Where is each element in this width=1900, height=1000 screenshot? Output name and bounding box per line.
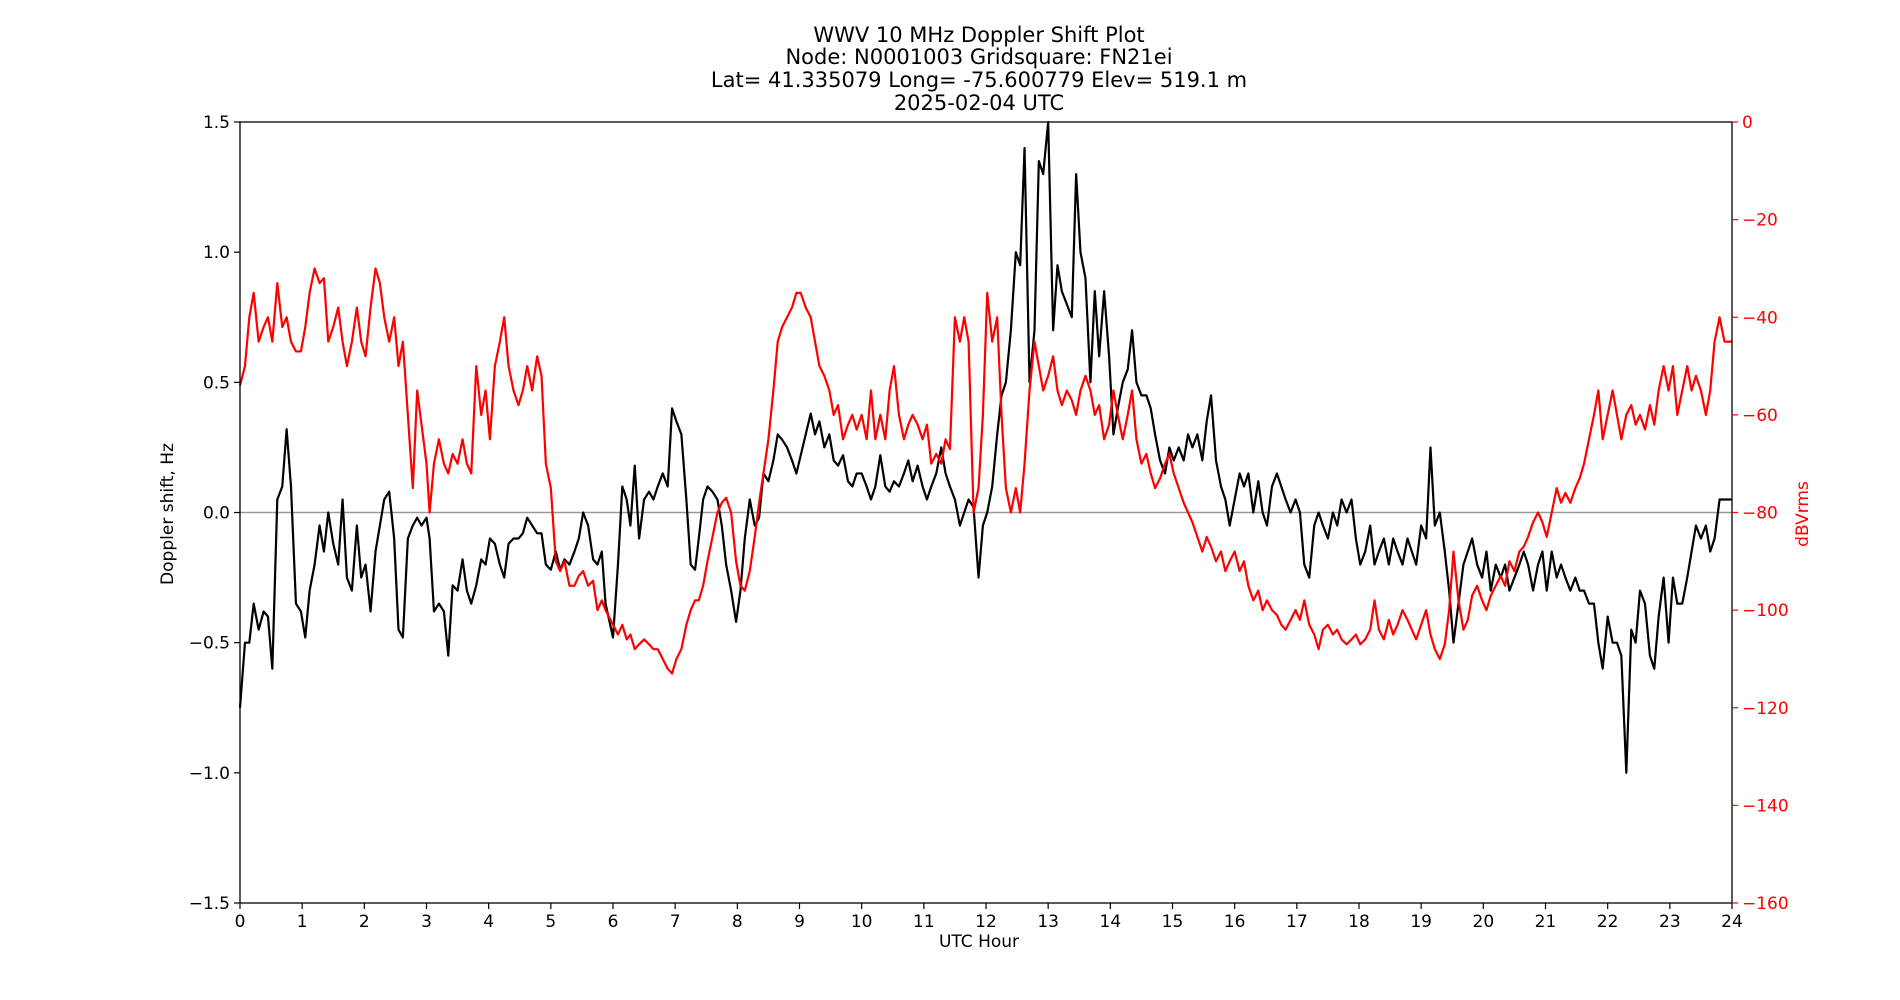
series-layer [238,120,1732,774]
chart-title: WWV 10 MHz Doppler Shift Plot [813,23,1144,47]
y-left-tick-label: 0.5 [203,373,230,393]
x-tick-label: 3 [421,912,432,932]
chart-subtitle-date: 2025-02-04 UTC [894,91,1064,115]
x-tick-label: 21 [1535,912,1557,932]
x-tick-label: 0 [235,912,246,932]
y-right-tick-label: −60 [1742,406,1778,426]
x-tick-label: 20 [1473,912,1495,932]
x-tick-label: 18 [1348,912,1370,932]
y-right-tick-label: −140 [1742,796,1789,816]
x-tick-label: 17 [1286,912,1308,932]
signal-power-line [238,267,1732,675]
y-axis-label-right: dBVrms [1793,481,1813,547]
x-tick-label: 4 [483,912,494,932]
x-tick-label: 19 [1410,912,1432,932]
y-right-tick-label: −40 [1742,308,1778,328]
y-left-tick-label: 0.0 [203,504,230,524]
x-tick-label: 23 [1659,912,1681,932]
x-tick-label: 9 [794,912,805,932]
chart-title-block: WWV 10 MHz Doppler Shift Plot Node: N000… [711,23,1247,115]
x-tick-label: 2 [359,912,370,932]
x-tick-label: 13 [1037,912,1059,932]
y-left-tick-label: −1.5 [189,894,230,914]
y-right-tick-label: −20 [1742,211,1778,231]
x-axis-label: UTC Hour [939,932,1019,952]
y-right-tick-label: −160 [1742,894,1789,914]
y-right-tick-label: −80 [1742,504,1778,524]
y-left-tick-label: 1.0 [203,243,230,263]
x-tick-label: 16 [1224,912,1246,932]
y-left-tick-label: −0.5 [189,634,230,654]
y-left-tick-label: −1.0 [189,764,230,784]
axes-layer: 0 1 2 3 4 5 6 7 8 9 10 11 12 13 14 15 16 17 18 19 20 21 22 23 24… [189,113,1789,932]
chart-subtitle-location: Lat= 41.335079 Long= -75.600779 Elev= 51… [711,68,1247,92]
doppler-shift-line [238,120,1732,774]
x-tick-label: 8 [732,912,743,932]
y-right-tick-label: −100 [1742,601,1789,621]
x-tick-label: 10 [851,912,873,932]
y-right-tick-label: 0 [1742,113,1753,133]
chart-subtitle-node: Node: N0001003 Gridsquare: FN21ei [785,45,1172,69]
x-tick-label: 1 [297,912,308,932]
x-tick-label: 6 [608,912,619,932]
y-axis-label-left: Doppler shift, Hz [158,443,178,585]
x-tick-label: 22 [1597,912,1619,932]
x-tick-label: 11 [913,912,935,932]
x-tick-label: 24 [1721,912,1743,932]
x-tick-label: 7 [670,912,681,932]
y-left-tick-label: 1.5 [203,113,230,133]
y-right-tick-label: −120 [1742,699,1789,719]
x-tick-label: 15 [1162,912,1184,932]
x-tick-label: 12 [975,912,997,932]
x-tick-label: 14 [1100,912,1122,932]
x-tick-label: 5 [545,912,556,932]
